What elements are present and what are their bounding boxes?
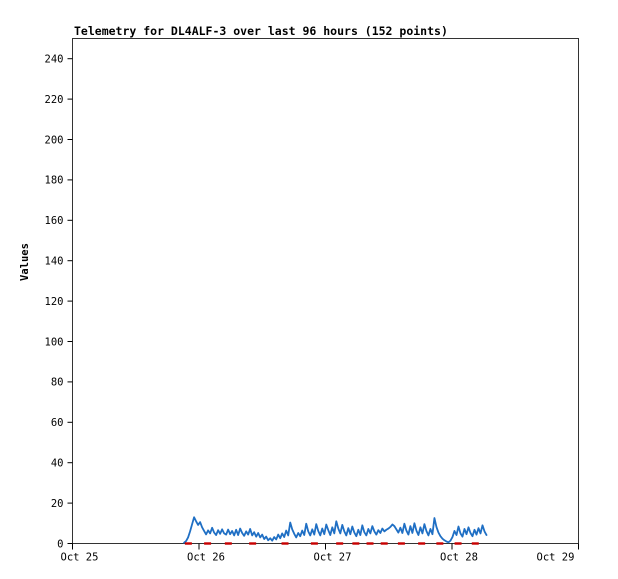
y-tick-label: 140 [45,256,64,268]
y-tick-label: 40 [51,458,64,470]
x-tick-label: Oct 28 [440,552,478,564]
plot-frame-rect [72,38,579,544]
y-tick-label: 0 [57,538,63,550]
y-tick-label: 20 [51,498,64,510]
y-tick-label: 120 [45,296,64,308]
y-tick-label: 200 [45,134,64,146]
y-axis-ticks: 0 20 40 60 80 100 120 140 160 180 200 220 240 [45,54,73,550]
y-tick-label: 60 [51,417,64,429]
y-tick-label: 180 [45,175,64,187]
plot-frame [72,38,579,544]
y-tick-label: 80 [51,377,64,389]
y-tick-label: 100 [45,336,64,348]
chart-title: Telemetry for DL4ALF-3 over last 96 hour… [74,24,448,38]
y-tick-label: 240 [45,54,64,66]
y-tick-label: 160 [45,215,64,227]
y-tick-label: 220 [45,94,64,106]
x-tick-label: Oct 29 [537,552,575,564]
x-tick-label: Oct 27 [314,552,352,564]
x-axis-ticks: Oct 25 Oct 26 Oct 27 Oct 28 Oct 29 [61,543,579,564]
data-series-layer [183,516,488,544]
x-tick-label: Oct 25 [61,552,99,564]
x-tick-label: Oct 26 [187,552,225,564]
telemetry-line [183,516,488,544]
